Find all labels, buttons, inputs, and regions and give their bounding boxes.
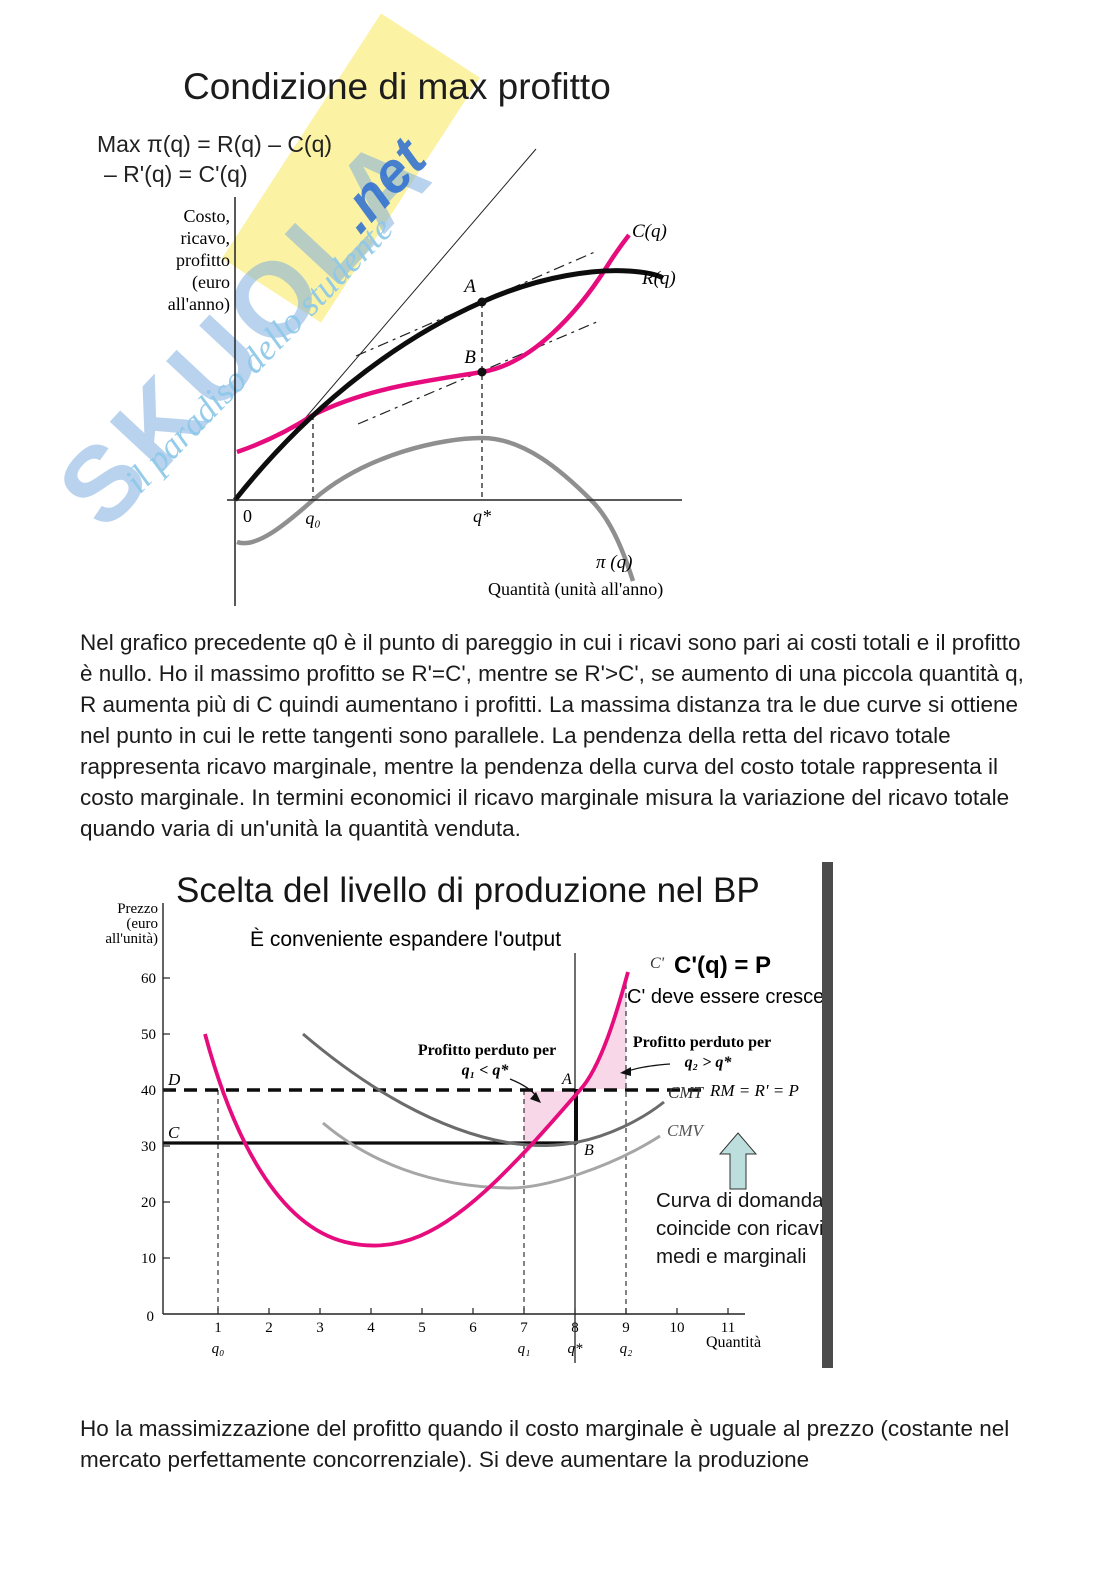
y-tick-50: 50 <box>141 1027 156 1043</box>
point-B-dot <box>477 367 487 377</box>
slide1-title: Condizione di max profitto <box>183 66 611 107</box>
x-axis-label: Quantità <box>706 1334 761 1351</box>
tangent-at-B <box>357 320 600 425</box>
x-tick-7: 7 <box>520 1320 528 1336</box>
x-axis-label: Quantità (unità all'anno) <box>488 579 663 600</box>
demand-note-line2: coincide con ricavi <box>656 1217 824 1240</box>
y-axis-label-line1: Costo, <box>183 206 230 226</box>
cost-curve-label: C(q) <box>632 221 667 242</box>
marginal-cost-label: C' <box>650 955 665 972</box>
total-cost-curve <box>236 233 631 455</box>
x-tick-6: 6 <box>469 1320 477 1336</box>
expand-output-note: È conveniente espandere l'output <box>250 928 561 951</box>
origin-label: 0 <box>243 506 252 526</box>
x-tick-1: 1 <box>214 1320 222 1336</box>
tangent-at-A <box>355 250 598 357</box>
x-tick-2: 2 <box>265 1320 273 1336</box>
up-arrow-icon <box>718 1132 758 1190</box>
y-axis-label-line4: (euro <box>192 272 230 293</box>
origin-label: 0 <box>147 1309 155 1325</box>
lost-profit-1-line1: Profitto perduto per <box>418 1042 556 1059</box>
mc-equals-price-formula: C'(q) = P <box>674 952 771 979</box>
qstar-mark: q* <box>568 1341 584 1357</box>
profit-curve-label: π (q) <box>596 552 632 573</box>
point-A-label: A <box>561 1071 572 1088</box>
paragraph-2: Ho la massimizzazione del profitto quand… <box>80 1415 1010 1472</box>
cmt-label: CMT <box>668 1083 705 1102</box>
y-axis-label-line3: all'unità) <box>105 931 158 947</box>
average-variable-cost-curve <box>322 1121 661 1190</box>
x-tick-marks <box>217 1308 729 1314</box>
point-B-label: B <box>464 347 476 368</box>
y-tick-40: 40 <box>141 1083 156 1099</box>
q1-mark: q₁ <box>518 1341 531 1357</box>
lost-profit-2-line2: q₂ > q* <box>685 1054 733 1071</box>
qstar-tick-label: q* <box>473 506 491 526</box>
profit-maximization-chart: Costo, ricavo, profitto (euro all'anno) … <box>168 148 682 606</box>
lost-profit-2-arrowhead <box>620 1067 631 1076</box>
x-tick-5: 5 <box>418 1320 426 1336</box>
demand-note-line1: Curva di domanda <box>656 1189 824 1212</box>
average-total-cost-curve <box>302 1032 665 1148</box>
point-C-label: C <box>168 1123 180 1142</box>
lost-profit-1-line2: q₁ < q* <box>462 1062 510 1079</box>
q0-tick-label: q₀ <box>305 508 320 528</box>
lost-profit-2-arrow <box>627 1063 671 1072</box>
paragraph-1: Nel grafico precedente q0 è il punto di … <box>80 629 1024 841</box>
profit-curve <box>236 435 636 582</box>
slide-edge-bar <box>822 862 833 1368</box>
y-tick-marks <box>163 977 170 1259</box>
y-tick-30: 30 <box>141 1139 156 1155</box>
price-line-label: RM = R' = P <box>709 1081 799 1100</box>
y-axis-label-line2: (euro <box>126 916 158 932</box>
x-tick-4: 4 <box>367 1320 375 1336</box>
x-tick-8: 8 <box>571 1320 579 1336</box>
y-axis-label-line1: Prezzo <box>117 901 158 917</box>
point-B-label: B <box>584 1142 594 1159</box>
lost-profit-2-line1: Profitto perduto per <box>633 1034 771 1051</box>
x-tick-3: 3 <box>316 1320 324 1336</box>
point-A-dot <box>477 297 487 307</box>
x-tick-11: 11 <box>721 1320 735 1336</box>
mc-increasing-note: C' deve essere crescente <box>627 986 830 1008</box>
lost-profit-region-q1 <box>524 1091 579 1158</box>
total-revenue-curve <box>233 268 665 502</box>
q2-mark: q₂ <box>620 1341 633 1357</box>
short-run-production-chart: 10 20 30 40 50 60 0 1 2 3 4 5 6 7 8 9 10… <box>105 901 830 1363</box>
y-tick-20: 20 <box>141 1195 156 1211</box>
cmv-label: CMV <box>667 1121 706 1140</box>
y-tick-60: 60 <box>141 971 156 987</box>
point-A-label: A <box>462 276 476 297</box>
lost-profit-region-q2 <box>580 979 626 1089</box>
point-D-label: D <box>167 1070 181 1089</box>
demand-note-line3: medi e marginali <box>656 1245 806 1268</box>
y-tick-10: 10 <box>141 1251 156 1267</box>
y-axis-label-line2: ricavo, <box>181 228 230 248</box>
slide2-title: Scelta del livello di produzione nel BP <box>176 871 760 910</box>
x-tick-10: 10 <box>670 1320 685 1336</box>
marginal-cost-curve <box>203 971 630 1248</box>
y-axis-label-line3: profitto <box>176 250 230 270</box>
lost-profit-1-arrowhead <box>530 1092 541 1103</box>
x-tick-9: 9 <box>622 1320 630 1336</box>
y-axis-label-line5: all'anno) <box>168 294 230 315</box>
revenue-curve-label: R(q) <box>641 268 676 289</box>
q0-mark: q₀ <box>212 1341 225 1357</box>
